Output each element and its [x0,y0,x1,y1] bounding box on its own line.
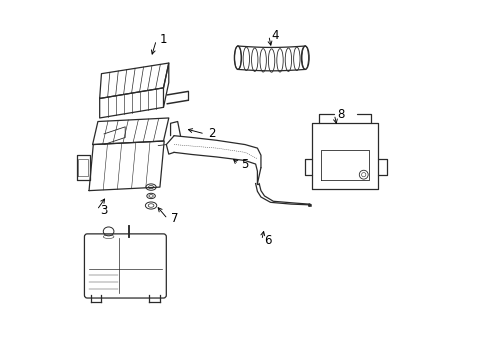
Text: 2: 2 [208,127,215,140]
Text: 3: 3 [99,204,107,217]
Text: 1: 1 [159,33,167,46]
Text: 8: 8 [337,108,344,121]
Text: 6: 6 [265,234,272,247]
Text: 7: 7 [171,212,178,225]
Text: 4: 4 [271,29,279,42]
Text: 5: 5 [242,158,249,171]
